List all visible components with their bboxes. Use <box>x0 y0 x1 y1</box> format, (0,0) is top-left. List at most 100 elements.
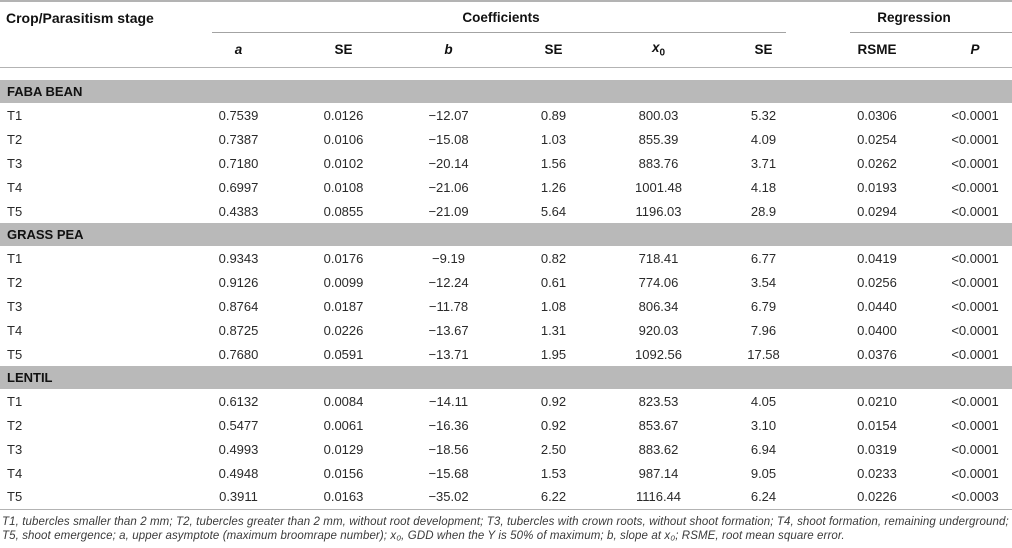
value-cell: 823.53 <box>638 393 679 409</box>
value-cell: 28.9 <box>750 203 777 219</box>
value-cell: 4.05 <box>750 393 777 409</box>
stage-cell: T4 <box>7 322 23 338</box>
value-cell: 6.22 <box>540 489 567 505</box>
value-cell: 1092.56 <box>635 346 682 362</box>
value-cell: 920.03 <box>638 322 679 338</box>
table-footnote: T1, tubercles smaller than 2 mm; T2, tub… <box>2 515 1009 543</box>
value-cell: 0.6132 <box>218 393 259 409</box>
table-body: FABA BEAN T1 0.7539 0.0126 −12.07 0.89 800.03 5… <box>0 67 1012 509</box>
value-cell: 0.3911 <box>219 489 258 505</box>
value-cell: 1.53 <box>540 465 567 481</box>
value-cell: 0.92 <box>540 417 567 433</box>
value-cell: 806.34 <box>638 298 679 314</box>
value-cell: −12.07 <box>428 107 469 123</box>
value-cell: 1001.48 <box>635 179 682 195</box>
stage-cell: T1 <box>7 107 23 123</box>
value-cell: 5.64 <box>540 203 567 219</box>
value-cell: 0.0440 <box>857 298 897 314</box>
data-row: T5 0.7680 0.0591 −13.71 1.95 1092.56 17.58 0.03… <box>0 342 1012 366</box>
value-cell: 1.26 <box>540 179 567 195</box>
value-cell: 0.0256 <box>857 274 897 290</box>
value-cell: 9.05 <box>750 465 777 481</box>
value-cell: <0.0001 <box>951 203 999 219</box>
value-cell: 17.58 <box>747 346 780 362</box>
value-cell: 3.54 <box>750 274 777 290</box>
value-cell: 855.39 <box>638 131 679 147</box>
value-cell: 0.0176 <box>323 250 364 266</box>
value-cell: <0.0001 <box>951 107 999 123</box>
value-cell: <0.0001 <box>951 250 999 266</box>
value-cell: −15.08 <box>428 131 469 147</box>
value-cell: 0.4993 <box>218 441 259 457</box>
stage-cell: T3 <box>7 155 23 171</box>
value-cell: 800.03 <box>638 107 679 123</box>
value-cell: 1196.03 <box>635 203 682 219</box>
value-cell: <0.0001 <box>951 179 999 195</box>
stage-cell: T5 <box>7 346 23 362</box>
value-cell: −15.68 <box>428 465 469 481</box>
value-cell: −11.78 <box>428 298 469 314</box>
section-title: FABA BEAN <box>0 80 1012 103</box>
value-cell: 0.0294 <box>857 203 897 219</box>
data-row: T3 0.4993 0.0129 −18.56 2.50 883.62 6.94 0.0319… <box>0 437 1012 461</box>
value-cell: 0.0319 <box>857 441 897 457</box>
value-cell: 6.94 <box>750 441 777 457</box>
value-cell: 0.0061 <box>323 417 364 433</box>
value-cell: 0.0233 <box>857 465 897 481</box>
value-cell: 987.14 <box>638 465 679 481</box>
value-cell: 0.0163 <box>323 489 364 505</box>
regression-group-label: Regression <box>877 10 951 25</box>
stage-cell: T2 <box>7 131 23 147</box>
group-header-row: Crop/Parasitism stage Coefficients Regre… <box>0 1 1012 33</box>
value-cell: 0.0400 <box>857 322 897 338</box>
data-row: T4 0.6997 0.0108 −21.06 1.26 1001.48 4.18 0.019… <box>0 175 1012 199</box>
value-cell: 1.03 <box>540 131 567 147</box>
stage-cell: T1 <box>7 250 23 266</box>
value-cell: <0.0001 <box>951 274 999 290</box>
value-cell: <0.0001 <box>951 346 999 362</box>
regression-spanner-rule <box>850 32 1012 33</box>
value-cell: 6.77 <box>750 250 777 266</box>
value-cell: 4.18 <box>750 179 777 195</box>
section-band-row: LENTIL <box>0 366 1012 389</box>
value-cell: 0.82 <box>540 250 567 266</box>
data-row: T1 0.7539 0.0126 −12.07 0.89 800.03 5.32 0.0306… <box>0 103 1012 127</box>
value-cell: 0.4948 <box>218 465 259 481</box>
value-cell: <0.0001 <box>951 417 999 433</box>
value-cell: 0.0187 <box>323 298 364 314</box>
value-cell: 718.41 <box>638 250 679 266</box>
value-cell: 0.9126 <box>218 274 259 290</box>
data-row: T3 0.8764 0.0187 −11.78 1.08 806.34 6.79 0.0440… <box>0 294 1012 318</box>
stage-cell: T2 <box>7 274 23 290</box>
value-cell: −21.06 <box>428 179 469 195</box>
value-cell: 4.09 <box>750 131 777 147</box>
value-cell: 0.8725 <box>218 322 259 338</box>
value-cell: <0.0001 <box>951 322 999 338</box>
coefficients-group-header: Coefficients <box>186 1 816 33</box>
value-cell: −21.09 <box>428 203 469 219</box>
value-cell: 7.96 <box>750 322 777 338</box>
value-cell: 0.4383 <box>218 203 259 219</box>
stage-cell: T5 <box>7 489 23 505</box>
data-row: T4 0.8725 0.0226 −13.67 1.31 920.03 7.96 0.0400… <box>0 318 1012 342</box>
value-cell: 883.62 <box>638 441 679 457</box>
section-band-row: GRASS PEA <box>0 223 1012 246</box>
value-cell: 0.9343 <box>218 250 259 266</box>
coefficients-group-label: Coefficients <box>462 10 540 25</box>
value-cell: <0.0001 <box>951 155 999 171</box>
value-cell: 0.92 <box>540 393 567 409</box>
value-cell: 3.10 <box>750 417 777 433</box>
column-header-p: P <box>970 42 980 58</box>
value-cell: 0.89 <box>540 107 567 123</box>
value-cell: −20.14 <box>428 155 469 171</box>
value-cell: 0.0129 <box>323 441 364 457</box>
value-cell: 0.7180 <box>218 155 259 171</box>
value-cell: <0.0001 <box>951 131 999 147</box>
stage-cell: T4 <box>7 465 23 481</box>
column-header-a: a <box>234 42 243 58</box>
value-cell: 2.50 <box>540 441 567 457</box>
stage-cell: T2 <box>7 417 23 433</box>
data-row: T5 0.3911 0.0163 −35.02 6.22 1116.44 6.24 0.022… <box>0 485 1012 509</box>
value-cell: 0.7387 <box>218 131 259 147</box>
value-cell: −35.02 <box>428 489 469 505</box>
